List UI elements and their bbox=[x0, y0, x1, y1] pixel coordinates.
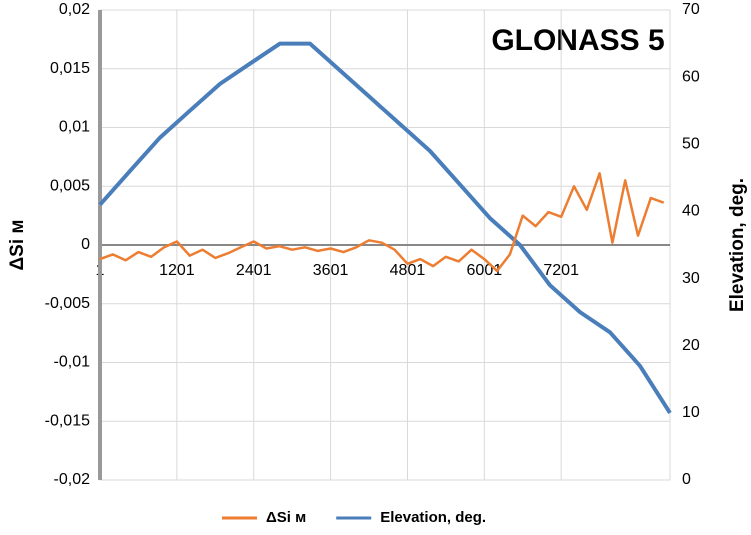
y-tick-label: -0,005 bbox=[45, 295, 90, 312]
y2-tick-label: 60 bbox=[682, 68, 700, 85]
y2-tick-label: 0 bbox=[682, 471, 691, 488]
chart-title: GLONASS 5 bbox=[491, 24, 664, 57]
y-tick-label: -0,015 bbox=[45, 412, 90, 429]
x-tick-label: 4801 bbox=[390, 262, 426, 279]
y2-tick-label: 50 bbox=[682, 136, 700, 153]
y2-tick-label: 10 bbox=[682, 404, 700, 421]
y-tick-label: 0 bbox=[81, 236, 90, 253]
y-tick-label: -0,02 bbox=[54, 471, 91, 488]
x-tick-label: 2401 bbox=[236, 262, 272, 279]
series-line bbox=[99, 172, 665, 273]
y-tick-label: 0,01 bbox=[59, 119, 90, 136]
y2-tick-label: 30 bbox=[682, 270, 700, 287]
y-tick-label: 0,02 bbox=[59, 1, 90, 18]
y-tick-label: 0,005 bbox=[50, 177, 90, 194]
x-tick-label: 1201 bbox=[159, 262, 195, 279]
y2-tick-label: 40 bbox=[682, 203, 700, 220]
y-axis-title: ΔSi м bbox=[7, 220, 28, 271]
y-tick-label: 0,015 bbox=[50, 60, 90, 77]
y2-axis-title: Elevation, deg. bbox=[727, 178, 748, 312]
y-tick-label: -0,01 bbox=[54, 354, 91, 371]
x-tick-label: 7201 bbox=[543, 262, 579, 279]
legend-label: ΔSi м bbox=[266, 509, 306, 526]
y2-tick-label: 20 bbox=[682, 337, 700, 354]
y2-tick-label: 70 bbox=[682, 1, 700, 18]
x-tick-label: 3601 bbox=[313, 262, 349, 279]
series-line bbox=[98, 41, 672, 414]
legend-label: Elevation, deg. bbox=[380, 509, 486, 526]
